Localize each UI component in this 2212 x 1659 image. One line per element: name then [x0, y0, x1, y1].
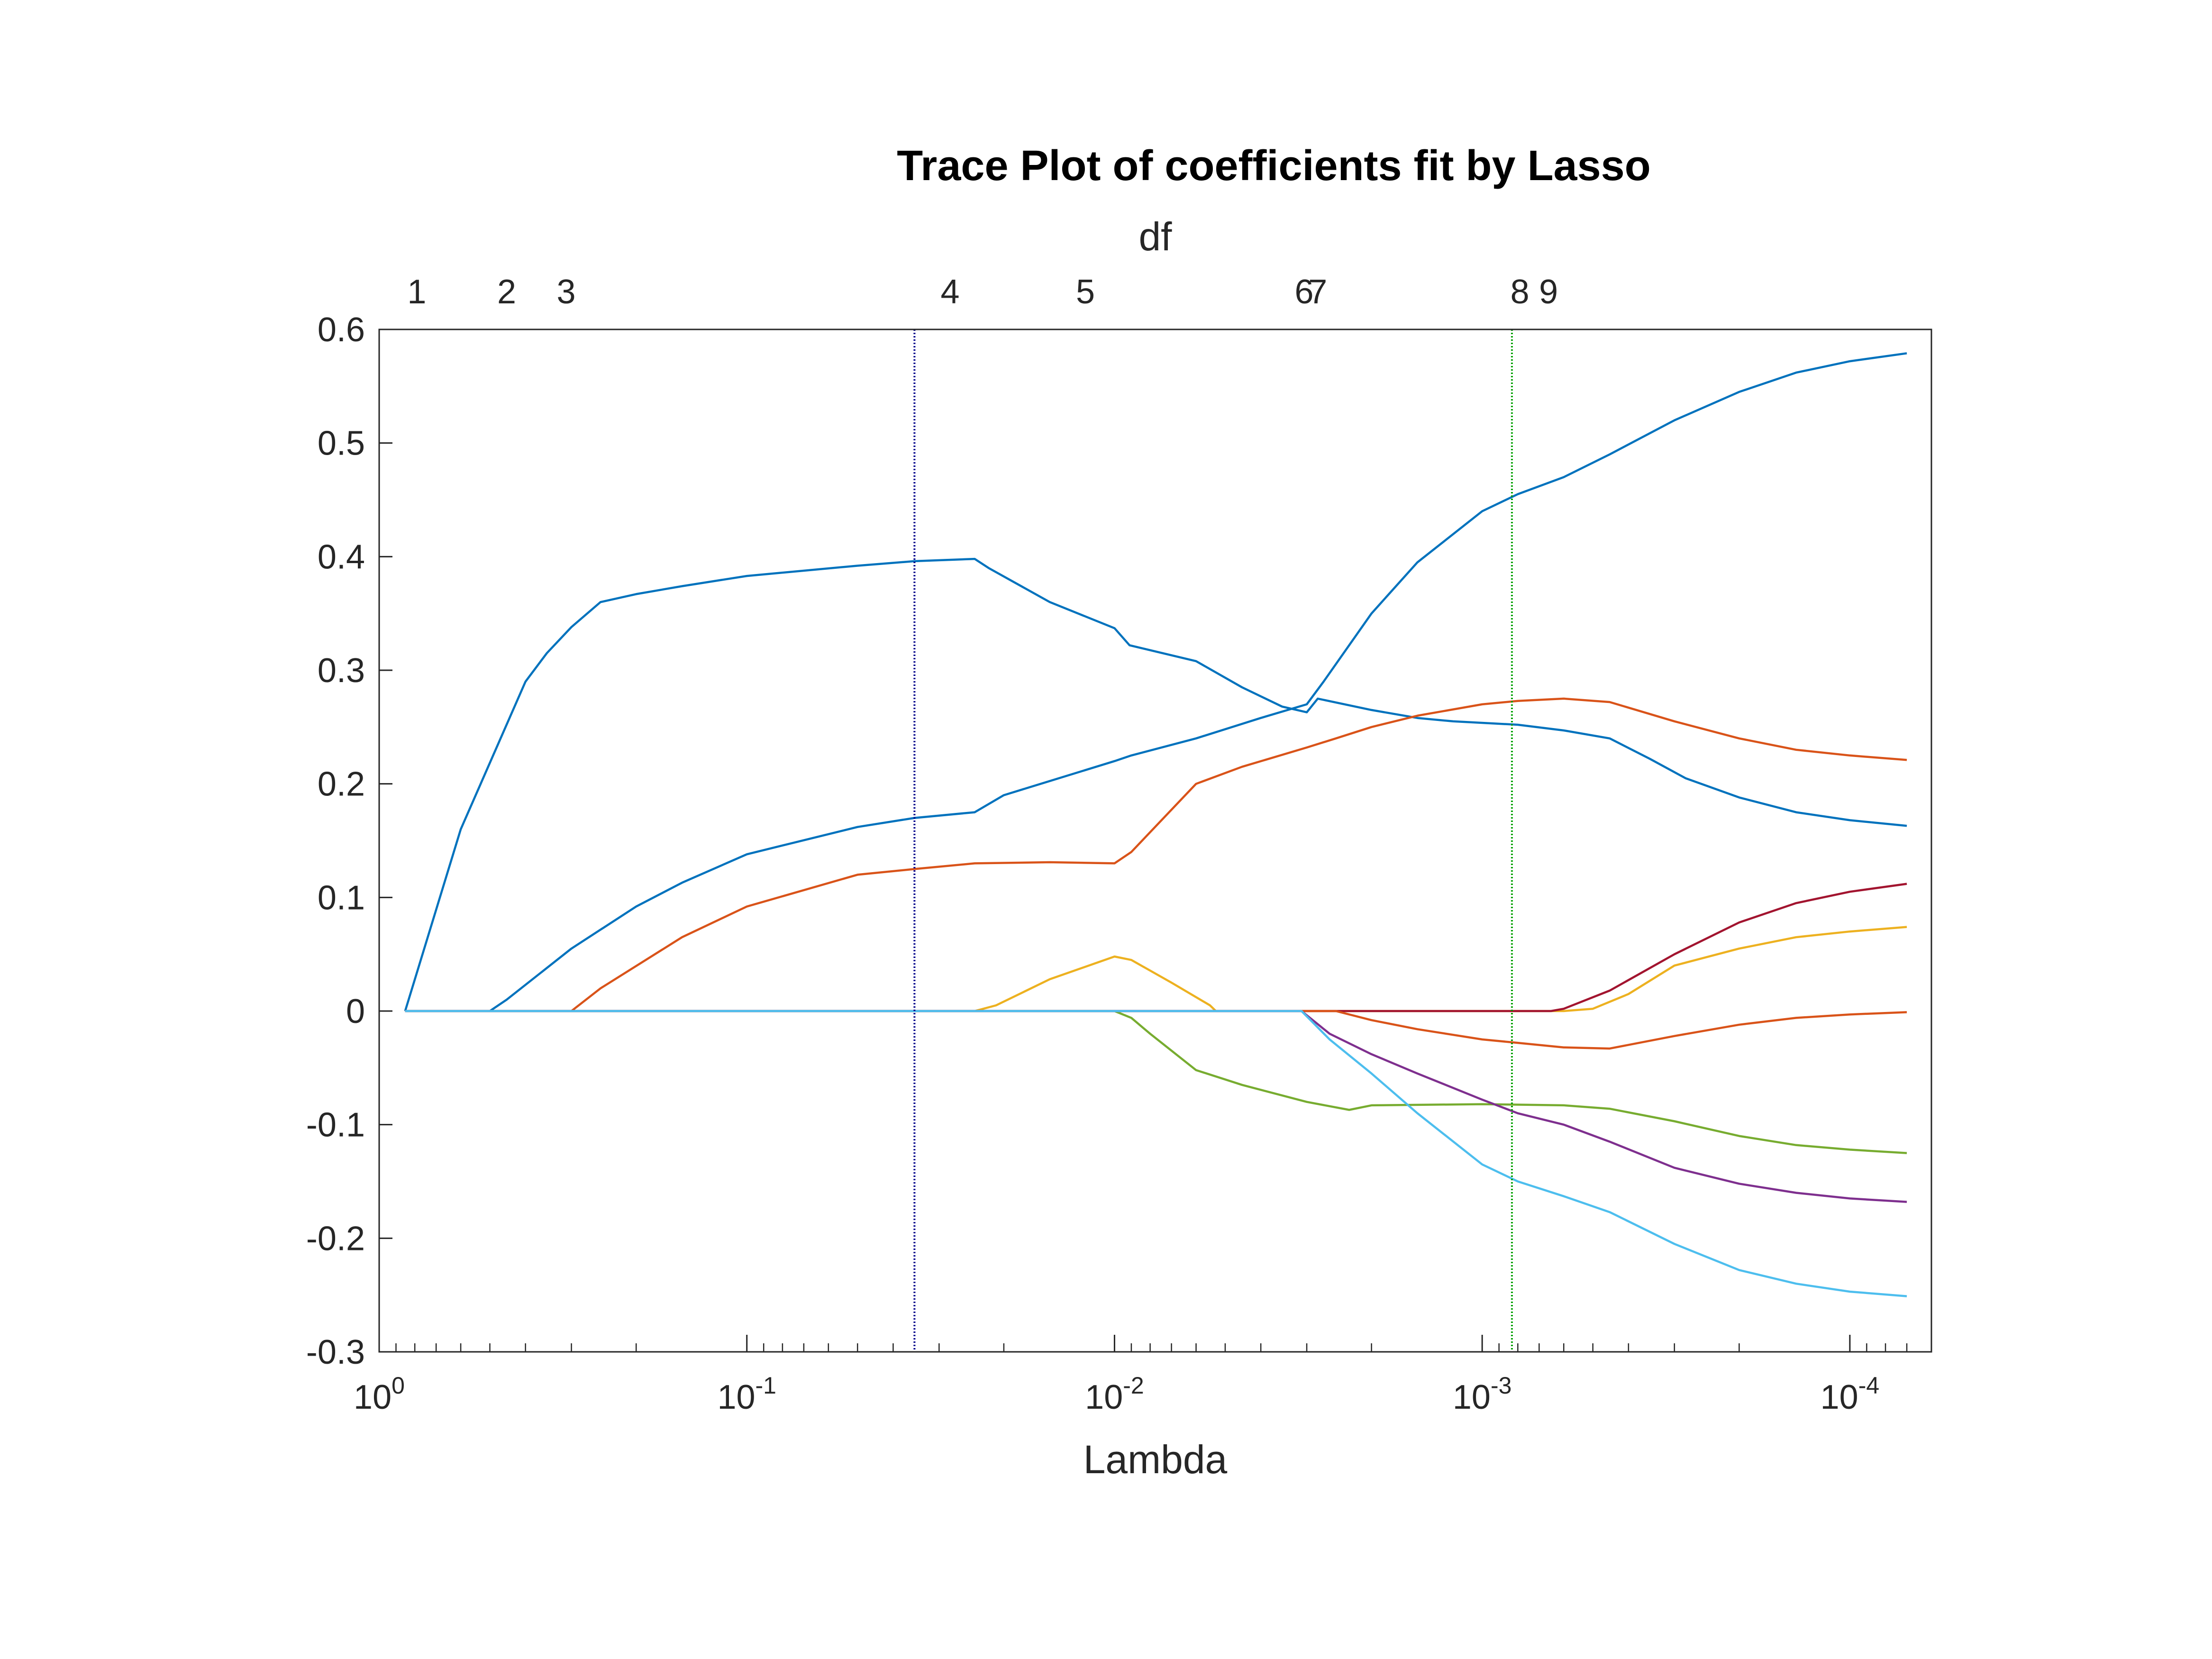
series-line-1: [404, 557, 1907, 1012]
y-tick-label: -0.2: [306, 1220, 365, 1258]
series-line-8: [405, 1010, 1907, 1203]
chart-title: Trace Plot of coefficients fit by Lasso: [897, 142, 1650, 190]
y-tick-label: 0.5: [318, 425, 365, 463]
y-tick-label: 0: [346, 993, 365, 1030]
y-tick-label: -0.3: [306, 1333, 365, 1371]
df-label: 9: [1539, 273, 1558, 311]
x-tick-label: 10-2: [1085, 1372, 1144, 1416]
df-label: 5: [1076, 273, 1095, 311]
x-tick-label: 100: [354, 1372, 405, 1416]
series-line-5: [405, 883, 1907, 1012]
df-label: 2: [497, 273, 516, 311]
series-line-2: [405, 352, 1907, 1012]
df-label: 1: [407, 273, 426, 311]
df-label: 3: [557, 273, 576, 311]
df-label: 6: [1294, 273, 1313, 311]
df-label: 8: [1511, 273, 1529, 311]
y-tick-label: 0.4: [318, 538, 365, 576]
x-tick-label: 10-4: [1821, 1372, 1880, 1416]
series-line-9: [405, 1010, 1907, 1297]
series-line-7: [405, 1010, 1907, 1050]
series-line-3: [405, 697, 1907, 1012]
y-tick-label: 0.1: [318, 879, 365, 917]
plot-area-frame: [378, 328, 1932, 1353]
df-label: 4: [941, 273, 960, 311]
y-tick-label: -0.1: [306, 1106, 365, 1144]
df-label: 7: [1308, 273, 1327, 311]
y-tick-label: 0.3: [318, 652, 365, 690]
top-axis-label: df: [1138, 214, 1172, 259]
x-tick-label: 10-1: [717, 1372, 776, 1416]
x-axis-label: Lambda: [1083, 1437, 1228, 1482]
y-tick-label: 0.6: [318, 311, 365, 349]
y-tick-label: 0.2: [318, 766, 365, 803]
x-tick-label: 10-3: [1453, 1372, 1512, 1416]
series-line-6: [405, 1010, 1907, 1154]
